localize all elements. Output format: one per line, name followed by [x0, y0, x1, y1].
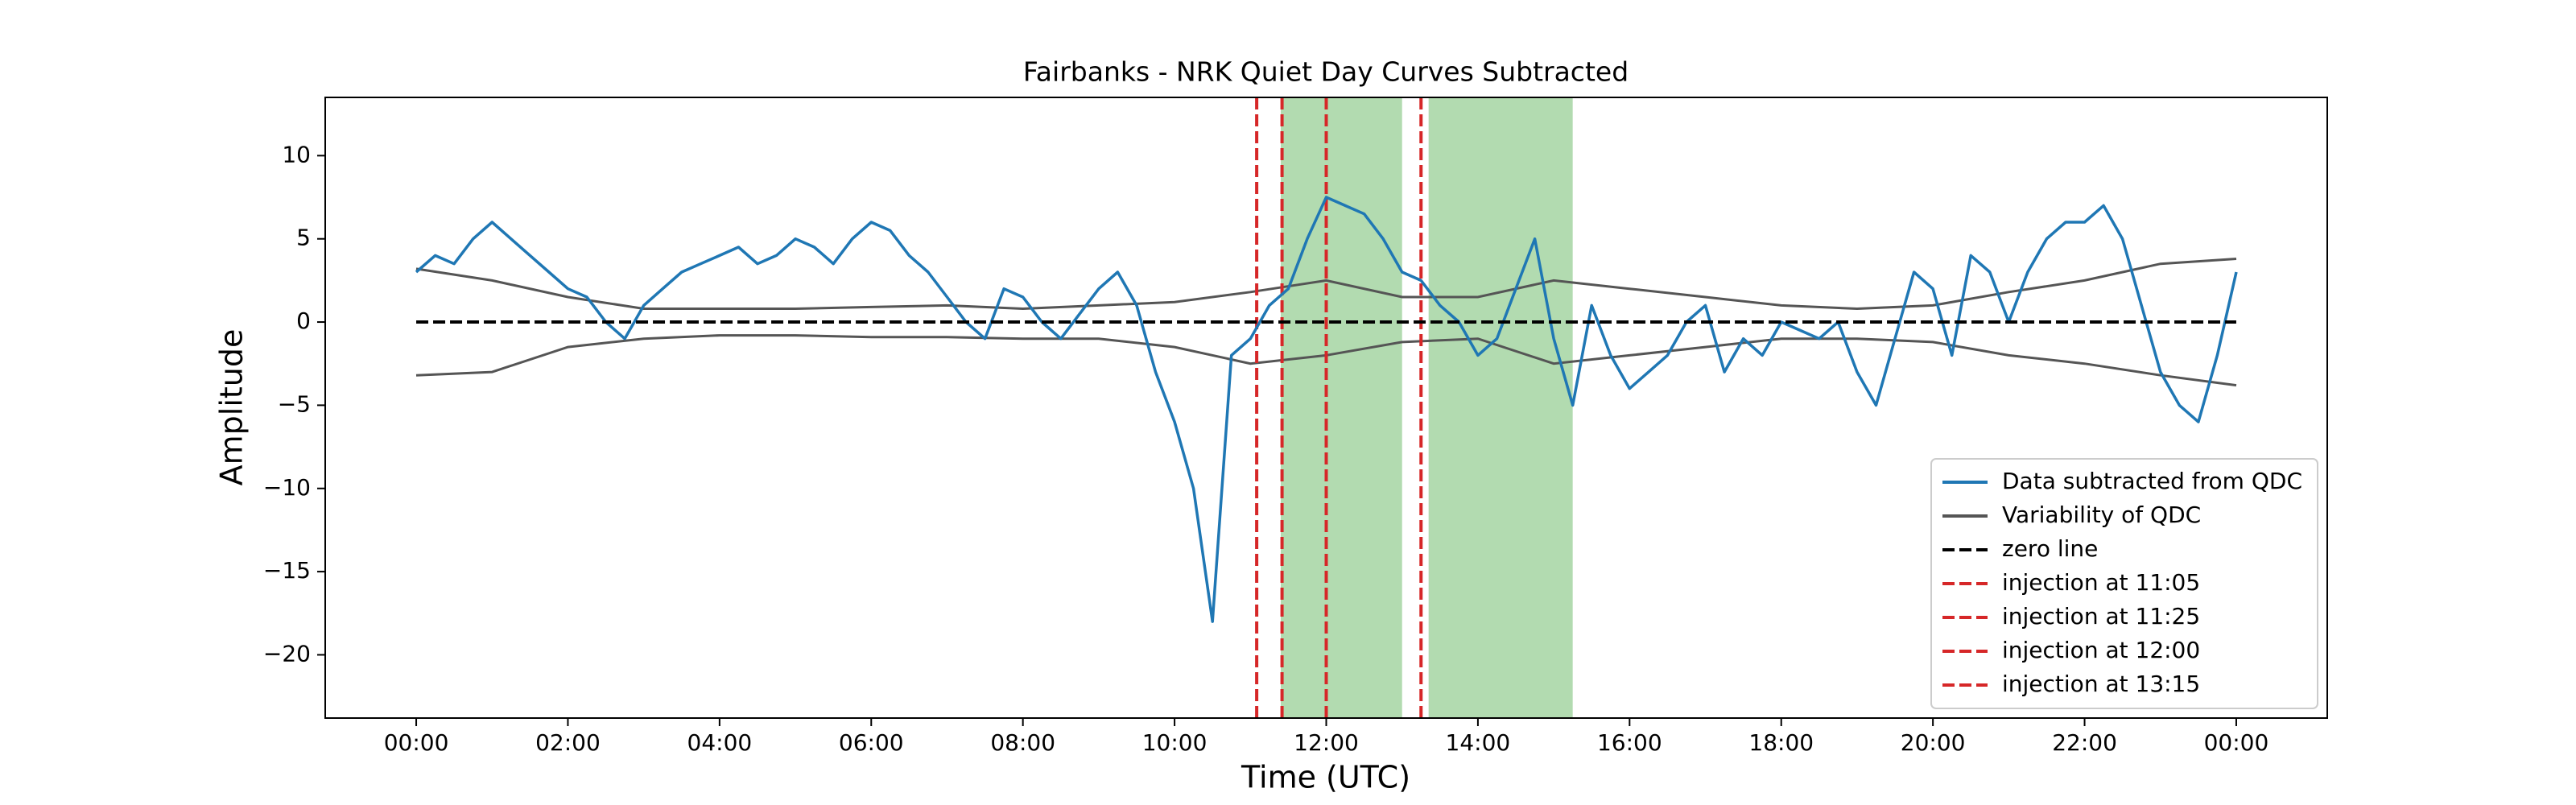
x-tick-label: 00:00 [384, 729, 449, 756]
legend-label: injection at 12:00 [2002, 637, 2200, 663]
shaded-span [1280, 97, 1402, 718]
x-axis-label: Time (UTC) [1241, 760, 1410, 795]
y-tick-label: −10 [263, 474, 311, 501]
qdc-upper-line [415, 258, 2237, 311]
x-tick-label: 12:00 [1294, 729, 1359, 756]
legend-label: Variability of QDC [2002, 502, 2201, 528]
x-tick-label: 08:00 [990, 729, 1055, 756]
legend-box [1930, 458, 2318, 709]
y-tick-label: 0 [296, 308, 311, 334]
legend-label: zero line [2002, 535, 2098, 562]
x-tick-label: 14:00 [1446, 729, 1511, 756]
x-tick-label: 22:00 [2052, 729, 2117, 756]
x-tick-label: 04:00 [687, 729, 753, 756]
y-tick-label: 5 [296, 225, 311, 251]
legend-label: injection at 13:15 [2002, 671, 2200, 697]
data-line [415, 196, 2238, 623]
x-tick-label: 06:00 [839, 729, 904, 756]
x-tick-label: 18:00 [1748, 729, 1814, 756]
shaded-span [1428, 97, 1573, 718]
x-tick-label: 16:00 [1597, 729, 1662, 756]
legend-label: injection at 11:25 [2002, 603, 2200, 630]
y-tick-label: −15 [263, 557, 311, 584]
x-tick-label: 10:00 [1142, 729, 1208, 756]
plot-area [415, 97, 2238, 718]
y-tick-label: −20 [263, 640, 311, 667]
x-tick-label: 00:00 [2204, 729, 2269, 756]
chart-title: Fairbanks - NRK Quiet Day Curves Subtrac… [1023, 56, 1629, 88]
y-axis-label: Amplitude [214, 329, 250, 486]
legend-label: Data subtracted from QDC [2002, 468, 2302, 494]
y-tick-label: −5 [278, 390, 311, 417]
x-tick-label: 02:00 [535, 729, 601, 756]
legend-label: injection at 11:05 [2002, 569, 2200, 596]
y-tick-label: 10 [282, 141, 311, 167]
x-tick-label: 20:00 [1901, 729, 1966, 756]
